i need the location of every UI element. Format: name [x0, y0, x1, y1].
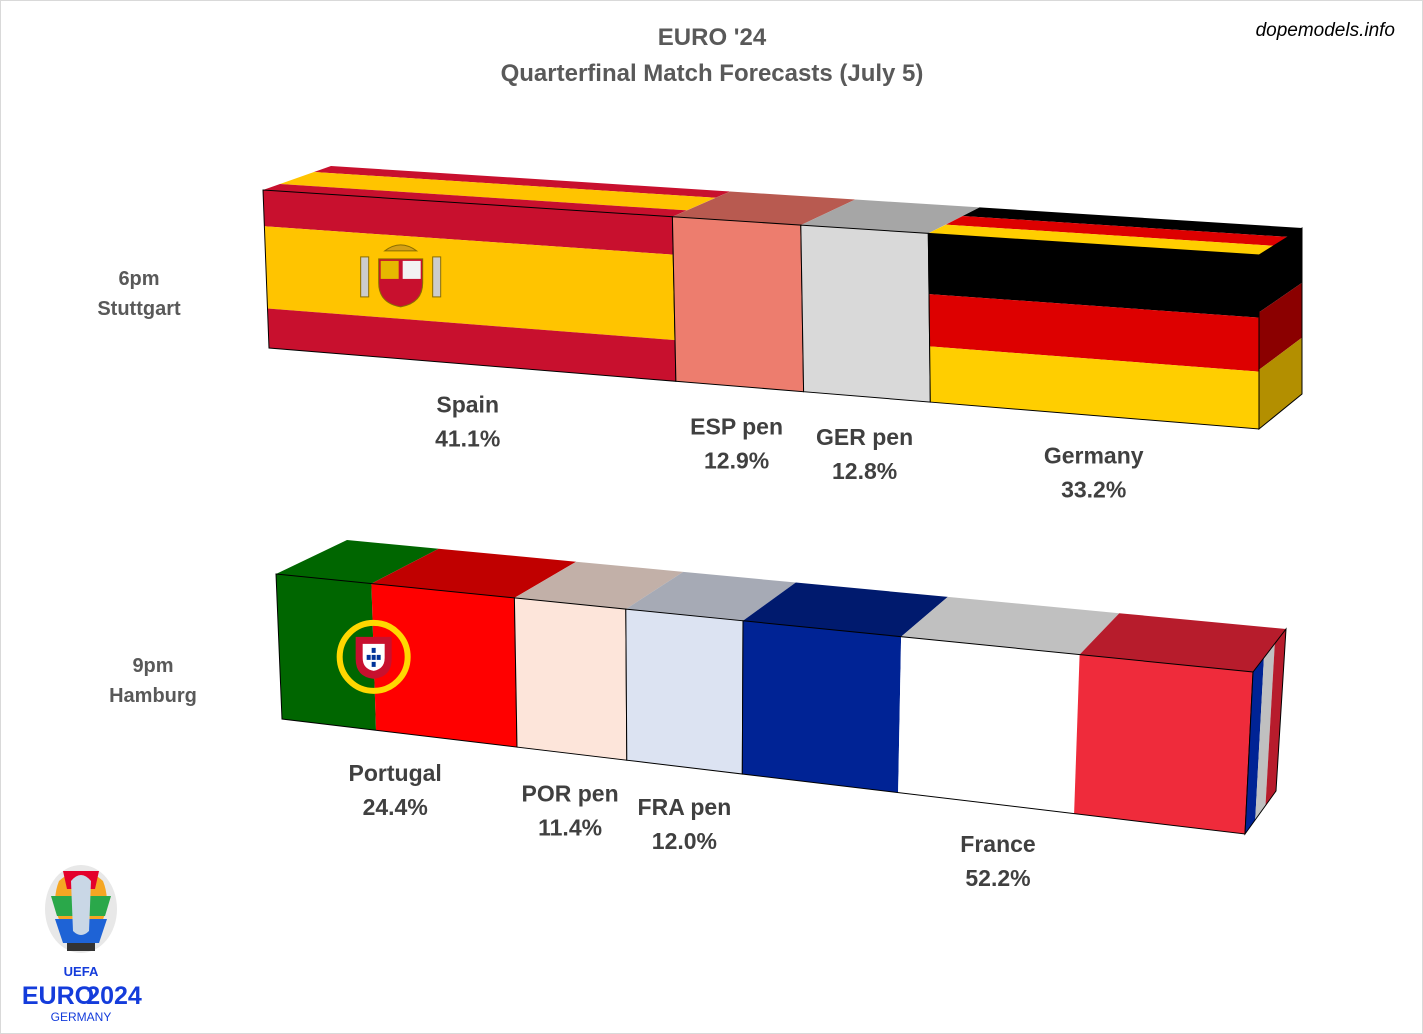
bar-segment-spain: [262, 166, 731, 382]
segment-name-label: France: [960, 831, 1035, 857]
bar-end-face: [1244, 627, 1287, 836]
match-2-time: 9pm: [132, 655, 173, 677]
year-text: 2024: [86, 982, 142, 1010]
bar-segment-germany: [927, 207, 1302, 430]
country-text: GERMANY: [51, 1010, 112, 1024]
segment-value-label: 33.2%: [1061, 477, 1126, 503]
segment-name-label: GER pen: [816, 424, 913, 450]
segment-name-label: FRA pen: [638, 794, 732, 820]
euro-text: EURO: [22, 982, 94, 1010]
chart-title: EURO '24: [658, 24, 767, 51]
segment-value-label: 12.0%: [652, 828, 717, 854]
trophy-icon: [45, 865, 117, 953]
segment-value-label: 12.9%: [704, 448, 769, 474]
match-1-labels: Spain 41.1% ESP pen 12.9% GER pen 12.8% German…: [435, 392, 1144, 503]
match-1-bar: [262, 166, 1303, 431]
bar-segment-esp-pen: [671, 191, 856, 393]
match-2-labels: Portugal 24.4% POR pen 11.4% FRA pen 12.0% Fra…: [349, 760, 1036, 891]
euro2024-logo: UEFA EURO 2024 GERMANY: [22, 865, 142, 1024]
segment-name-label: Portugal: [349, 760, 442, 786]
bar-segment-france: [741, 582, 1286, 835]
uefa-text: UEFA: [64, 964, 99, 979]
segment-name-label: Spain: [436, 392, 499, 418]
match-1-venue: Stuttgart: [97, 298, 181, 320]
segment-value-label: 41.1%: [435, 426, 500, 452]
match-1-time: 6pm: [118, 268, 159, 290]
chart-subtitle: Quarterfinal Match Forecasts (July 5): [501, 60, 924, 87]
segment-value-label: 52.2%: [965, 865, 1030, 891]
bar-segment-portugal: [275, 540, 577, 748]
portugal-shield-icon: [336, 619, 411, 694]
segment-value-label: 12.8%: [832, 458, 897, 484]
segment-name-label: Germany: [1044, 443, 1144, 469]
segment-name-label: POR pen: [522, 781, 619, 807]
segment-name-label: ESP pen: [690, 414, 783, 440]
segment-value-label: 24.4%: [363, 794, 428, 820]
source-credit: dopemodels.info: [1256, 20, 1395, 41]
segment-value-label: 11.4%: [538, 815, 602, 841]
match-2-venue: Hamburg: [109, 685, 197, 707]
spain-coat-of-arms-icon: [360, 244, 442, 308]
bar-segment-ger-pen: [800, 199, 980, 403]
match-2-bar: [275, 540, 1287, 836]
bar-end-face: [1258, 227, 1303, 431]
bar-segment-fra-pen: [625, 571, 796, 775]
bar-segment-por-pen: [513, 561, 684, 761]
